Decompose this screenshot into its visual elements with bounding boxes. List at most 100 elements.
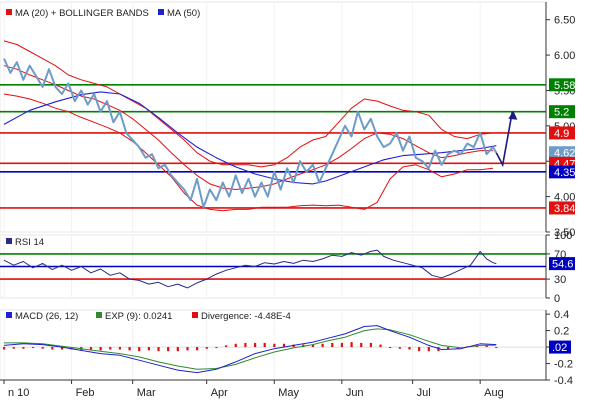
divergence-bar bbox=[186, 347, 189, 351]
x-tick-label: Apr bbox=[211, 387, 228, 399]
divergence-bar bbox=[495, 347, 498, 349]
price-legend-swatch bbox=[6, 9, 12, 15]
macd-legend-label: EXP (9): 0.0241 bbox=[105, 311, 172, 322]
macd-signal-line bbox=[4, 328, 497, 370]
macd-y-tick-label: 0.2 bbox=[554, 326, 569, 338]
divergence-bar bbox=[398, 347, 401, 349]
macd-line bbox=[3, 325, 497, 374]
divergence-bar bbox=[167, 347, 170, 352]
divergence-bar bbox=[418, 347, 421, 352]
price-y-tick-label: 3.50 bbox=[554, 227, 575, 239]
price-level-box bbox=[549, 201, 575, 215]
divergence-bar bbox=[379, 344, 382, 348]
ma50-line bbox=[3, 91, 497, 185]
divergence-bar bbox=[273, 343, 276, 348]
divergence-bar bbox=[234, 343, 237, 348]
price-level-box bbox=[549, 146, 575, 160]
price-y-tick-label: 4.00 bbox=[554, 192, 575, 204]
macd-panel-frame bbox=[0, 309, 547, 381]
divergence-bar bbox=[3, 347, 6, 350]
macd-legend-label: MACD (26, 12) bbox=[15, 311, 78, 322]
x-tick-label: Jul bbox=[417, 387, 431, 399]
rsi-y-tick-label: 100 bbox=[554, 230, 572, 242]
divergence-bar bbox=[282, 343, 286, 348]
divergence-bar bbox=[22, 347, 25, 349]
divergence-bar bbox=[157, 347, 160, 352]
divergence-bar bbox=[41, 347, 44, 349]
rsi-y-tick-label: 0 bbox=[554, 293, 560, 305]
divergence-bar bbox=[109, 347, 112, 350]
divergence-bar bbox=[321, 343, 324, 348]
macd-legend-swatch bbox=[96, 312, 102, 318]
macd-legend-label: Divergence: -4.48E-4 bbox=[201, 311, 291, 322]
bollinger-upper-line bbox=[3, 40, 494, 168]
divergence-bar bbox=[51, 347, 54, 350]
divergence-bar bbox=[389, 347, 392, 349]
price-level-label: 5.2 bbox=[554, 107, 569, 119]
divergence-bar bbox=[205, 347, 208, 349]
rsi-legend-swatch bbox=[6, 238, 12, 244]
divergence-bar bbox=[31, 347, 35, 349]
divergence-bar bbox=[485, 345, 488, 348]
bollinger-lower-line bbox=[3, 93, 494, 212]
macd-legend-swatch bbox=[6, 312, 12, 318]
divergence-bar bbox=[225, 345, 228, 348]
price-legend-label: MA (50) bbox=[167, 8, 200, 19]
x-tick-label: May bbox=[278, 387, 299, 399]
macd-y-tick-label: -0.2 bbox=[554, 359, 573, 371]
divergence-bar bbox=[176, 347, 179, 352]
macd-y-tick-label: 0.4 bbox=[554, 309, 569, 321]
macd-legend-swatch bbox=[192, 312, 198, 318]
price-level-box bbox=[549, 165, 575, 179]
divergence-bar bbox=[350, 342, 353, 348]
divergence-bar bbox=[331, 342, 334, 348]
divergence-bar bbox=[196, 347, 199, 351]
divergence-bar bbox=[118, 347, 122, 350]
price-level-label: 4.35 bbox=[554, 167, 575, 179]
x-tick-label: n 10 bbox=[8, 387, 29, 399]
price-level-box bbox=[549, 126, 575, 140]
projection-arrow-line bbox=[495, 111, 514, 168]
price-level-label: 3.84 bbox=[554, 203, 575, 215]
macd-current-label: .02 bbox=[552, 342, 567, 354]
price-level-label: 4.9 bbox=[554, 128, 569, 140]
divergence-bar bbox=[215, 347, 218, 349]
macd-y-tick-label: -0.4 bbox=[554, 375, 573, 387]
divergence-bar bbox=[437, 347, 440, 352]
rsi-current-label: 54.6 bbox=[552, 259, 573, 271]
divergence-bar bbox=[138, 347, 141, 352]
x-tick-label: Mar bbox=[137, 387, 156, 399]
projection-arrowhead bbox=[508, 110, 518, 120]
price-line bbox=[3, 58, 498, 209]
price-legend-label: MA (20) + BOLLINGER BANDS bbox=[15, 8, 149, 19]
divergence-bar bbox=[447, 347, 450, 350]
price-level-box bbox=[549, 78, 575, 92]
divergence-bar bbox=[128, 347, 131, 351]
divergence-bar bbox=[244, 342, 247, 348]
divergence-bar bbox=[311, 344, 315, 348]
divergence-bar bbox=[253, 342, 257, 348]
rsi-line bbox=[3, 249, 497, 289]
divergence-bar bbox=[99, 347, 102, 351]
price-y-tick-label: 6.00 bbox=[554, 50, 575, 62]
price-legend-swatch bbox=[158, 9, 164, 15]
price-panel-frame bbox=[0, 1, 547, 233]
rsi-legend-label: RSI 14 bbox=[15, 237, 44, 248]
divergence-bar bbox=[427, 347, 430, 352]
divergence-bar bbox=[147, 347, 150, 351]
divergence-bar bbox=[360, 342, 363, 348]
divergence-bar bbox=[263, 342, 266, 348]
divergence-bar bbox=[12, 347, 15, 349]
macd-current-box bbox=[549, 340, 571, 354]
price-level-label: 4.62 bbox=[554, 148, 575, 160]
divergence-bar bbox=[369, 342, 372, 348]
rsi-current-box bbox=[549, 257, 575, 271]
x-tick-label: Feb bbox=[76, 387, 95, 399]
divergence-bar bbox=[60, 347, 64, 350]
x-tick-label: Aug bbox=[484, 387, 504, 399]
price-level-label: 5.58 bbox=[554, 80, 575, 92]
divergence-bar bbox=[89, 347, 93, 350]
divergence-bar bbox=[340, 342, 344, 348]
